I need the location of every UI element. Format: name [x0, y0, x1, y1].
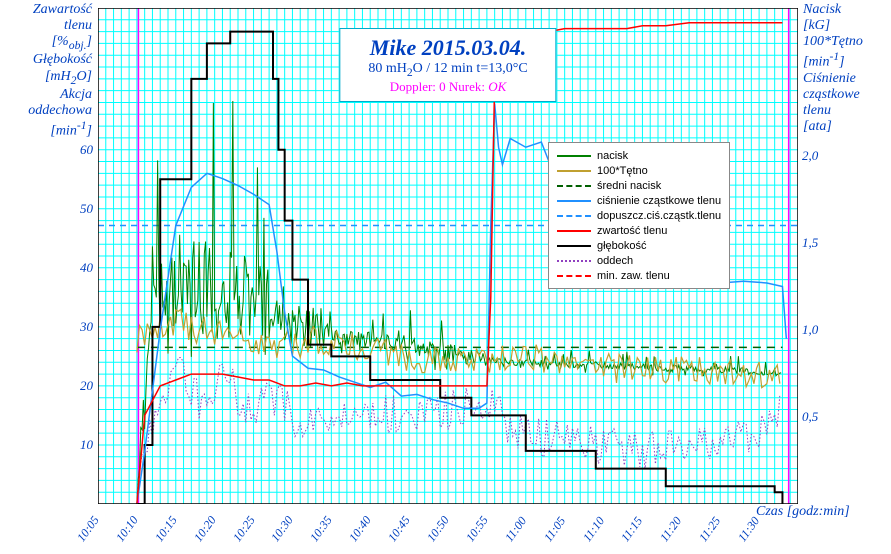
legend-item: dopuszcz.ciś.cząstk.tlenu	[557, 208, 721, 223]
y-left-tick: 50	[53, 201, 93, 217]
x-tick: 10:55	[463, 513, 492, 544]
x-tick: 11:25	[696, 514, 724, 545]
x-tick: 11:05	[541, 514, 569, 545]
legend-item: ciśnienie cząstkowe tlenu	[557, 193, 721, 208]
chart-subtitle: 80 mH2O / 12 min t=13,0°C	[368, 61, 527, 79]
y-right-tick: 1,5	[802, 235, 842, 251]
legend-item: min. zaw. tlenu	[557, 268, 721, 283]
x-tick: 11:00	[502, 514, 530, 545]
legend-item: oddech	[557, 253, 721, 268]
x-axis-title: Czas [godz:min]	[756, 504, 850, 520]
y-left-tick: 20	[53, 378, 93, 394]
y-left-tick: 40	[53, 260, 93, 276]
legend-item: nacisk	[557, 148, 721, 163]
x-tick: 10:40	[346, 513, 375, 544]
legend-item: zwartość tlenu	[557, 223, 721, 238]
x-tick: 10:05	[74, 513, 103, 544]
x-tick: 10:20	[191, 513, 220, 544]
plot-area: Mike 2015.03.04. 80 mH2O / 12 min t=13,0…	[98, 8, 798, 504]
x-tick: 10:35	[307, 513, 336, 544]
chart-doppler: Doppler: 0 Nurek: OK	[368, 79, 527, 95]
y-right-tick: 0,5	[802, 409, 842, 425]
x-tick: 10:45	[385, 513, 414, 544]
x-tick: 11:20	[657, 514, 685, 545]
x-tick: 10:25	[230, 513, 259, 544]
x-tick: 11:10	[580, 514, 608, 545]
y-axis-right-label: Nacisk[kG]100*Tętno[min-1]Ciśnieniecząst…	[803, 2, 891, 135]
x-tick: 10:50	[424, 513, 453, 544]
legend: nacisk100*Tętnośredni naciskciśnienie cz…	[548, 142, 730, 289]
y-right-tick: 2,0	[802, 148, 842, 164]
chart-title: Mike 2015.03.04.	[368, 35, 527, 61]
legend-item: głębokość	[557, 238, 721, 253]
legend-item: średni nacisk	[557, 178, 721, 193]
x-tick: 10:15	[152, 513, 181, 544]
x-tick: 10:10	[113, 513, 142, 544]
y-right-tick: 1,0	[802, 322, 842, 338]
y-left-tick: 30	[53, 319, 93, 335]
y-axis-left-label: Zawartośćtlenu[%obj.]Głębokość[mH2O]Akcj…	[0, 2, 92, 140]
y-left-tick: 60	[53, 142, 93, 158]
y-left-tick: 10	[53, 437, 93, 453]
chart-title-box: Mike 2015.03.04. 80 mH2O / 12 min t=13,0…	[339, 28, 556, 102]
legend-item: 100*Tętno	[557, 163, 721, 178]
x-tick: 11:15	[618, 514, 646, 545]
x-tick: 10:30	[268, 513, 297, 544]
